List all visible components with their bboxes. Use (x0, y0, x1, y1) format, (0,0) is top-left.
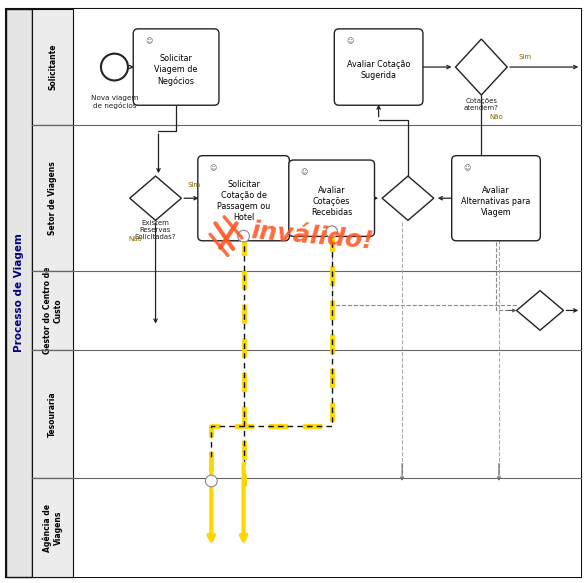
Text: Solicitar
Viagem de
Negócios: Solicitar Viagem de Negócios (154, 54, 198, 86)
Text: Sim: Sim (519, 54, 532, 59)
Bar (73, 478, 581, 577)
Polygon shape (456, 39, 507, 95)
Polygon shape (517, 290, 564, 330)
Bar (73, 350, 581, 478)
Text: Solicitante: Solicitante (48, 44, 58, 90)
Text: ☺: ☺ (346, 38, 353, 44)
Polygon shape (382, 176, 434, 220)
Text: Agência de
Viagens: Agência de Viagens (43, 504, 63, 552)
FancyBboxPatch shape (133, 29, 219, 105)
Text: Não: Não (128, 236, 142, 242)
Text: Setor de Viagens: Setor de Viagens (48, 161, 58, 235)
Text: ☺: ☺ (301, 169, 308, 175)
Text: Existem
Reservas
Solicitadas?: Existem Reservas Solicitadas? (135, 220, 176, 240)
FancyBboxPatch shape (452, 156, 540, 241)
Text: Sim: Sim (187, 182, 200, 188)
Text: Tesouraria: Tesouraria (48, 391, 58, 437)
Text: Solicitar
Cotação de
Passagem ou
Hotel: Solicitar Cotação de Passagem ou Hotel (217, 180, 270, 222)
FancyBboxPatch shape (198, 156, 289, 241)
FancyBboxPatch shape (289, 160, 375, 237)
Bar (73, 9, 581, 125)
Text: ☺: ☺ (464, 165, 471, 171)
Text: Cotações
atendem?: Cotações atendem? (464, 99, 499, 111)
Text: Avaliar
Cotações
Recebidas: Avaliar Cotações Recebidas (311, 185, 352, 217)
Bar (6, 9, 32, 577)
Circle shape (205, 475, 217, 487)
Text: Processo de Viagem: Processo de Viagem (14, 234, 24, 352)
Text: Gestor do Centro de
Custo: Gestor do Centro de Custo (43, 267, 63, 354)
Circle shape (326, 226, 338, 238)
Text: Avaliar
Alternativas para
Viagem: Avaliar Alternativas para Viagem (461, 185, 531, 217)
Text: Nova viagem
de negócios: Nova viagem de negócios (91, 95, 138, 109)
Circle shape (238, 230, 249, 242)
Bar (32, 350, 73, 478)
FancyBboxPatch shape (335, 29, 423, 105)
Circle shape (101, 54, 128, 80)
Polygon shape (130, 176, 181, 220)
Bar (73, 125, 581, 271)
Text: Avaliar Cotação
Sugerida: Avaliar Cotação Sugerida (347, 60, 410, 80)
Bar (32, 478, 73, 577)
Text: Não: Não (489, 114, 503, 120)
Text: ☺: ☺ (145, 38, 152, 44)
Bar (73, 271, 581, 350)
Bar (32, 125, 73, 271)
Text: inválido!: inválido! (249, 219, 375, 254)
Text: ☺: ☺ (210, 165, 217, 171)
Bar (32, 271, 73, 350)
Bar (32, 9, 73, 125)
